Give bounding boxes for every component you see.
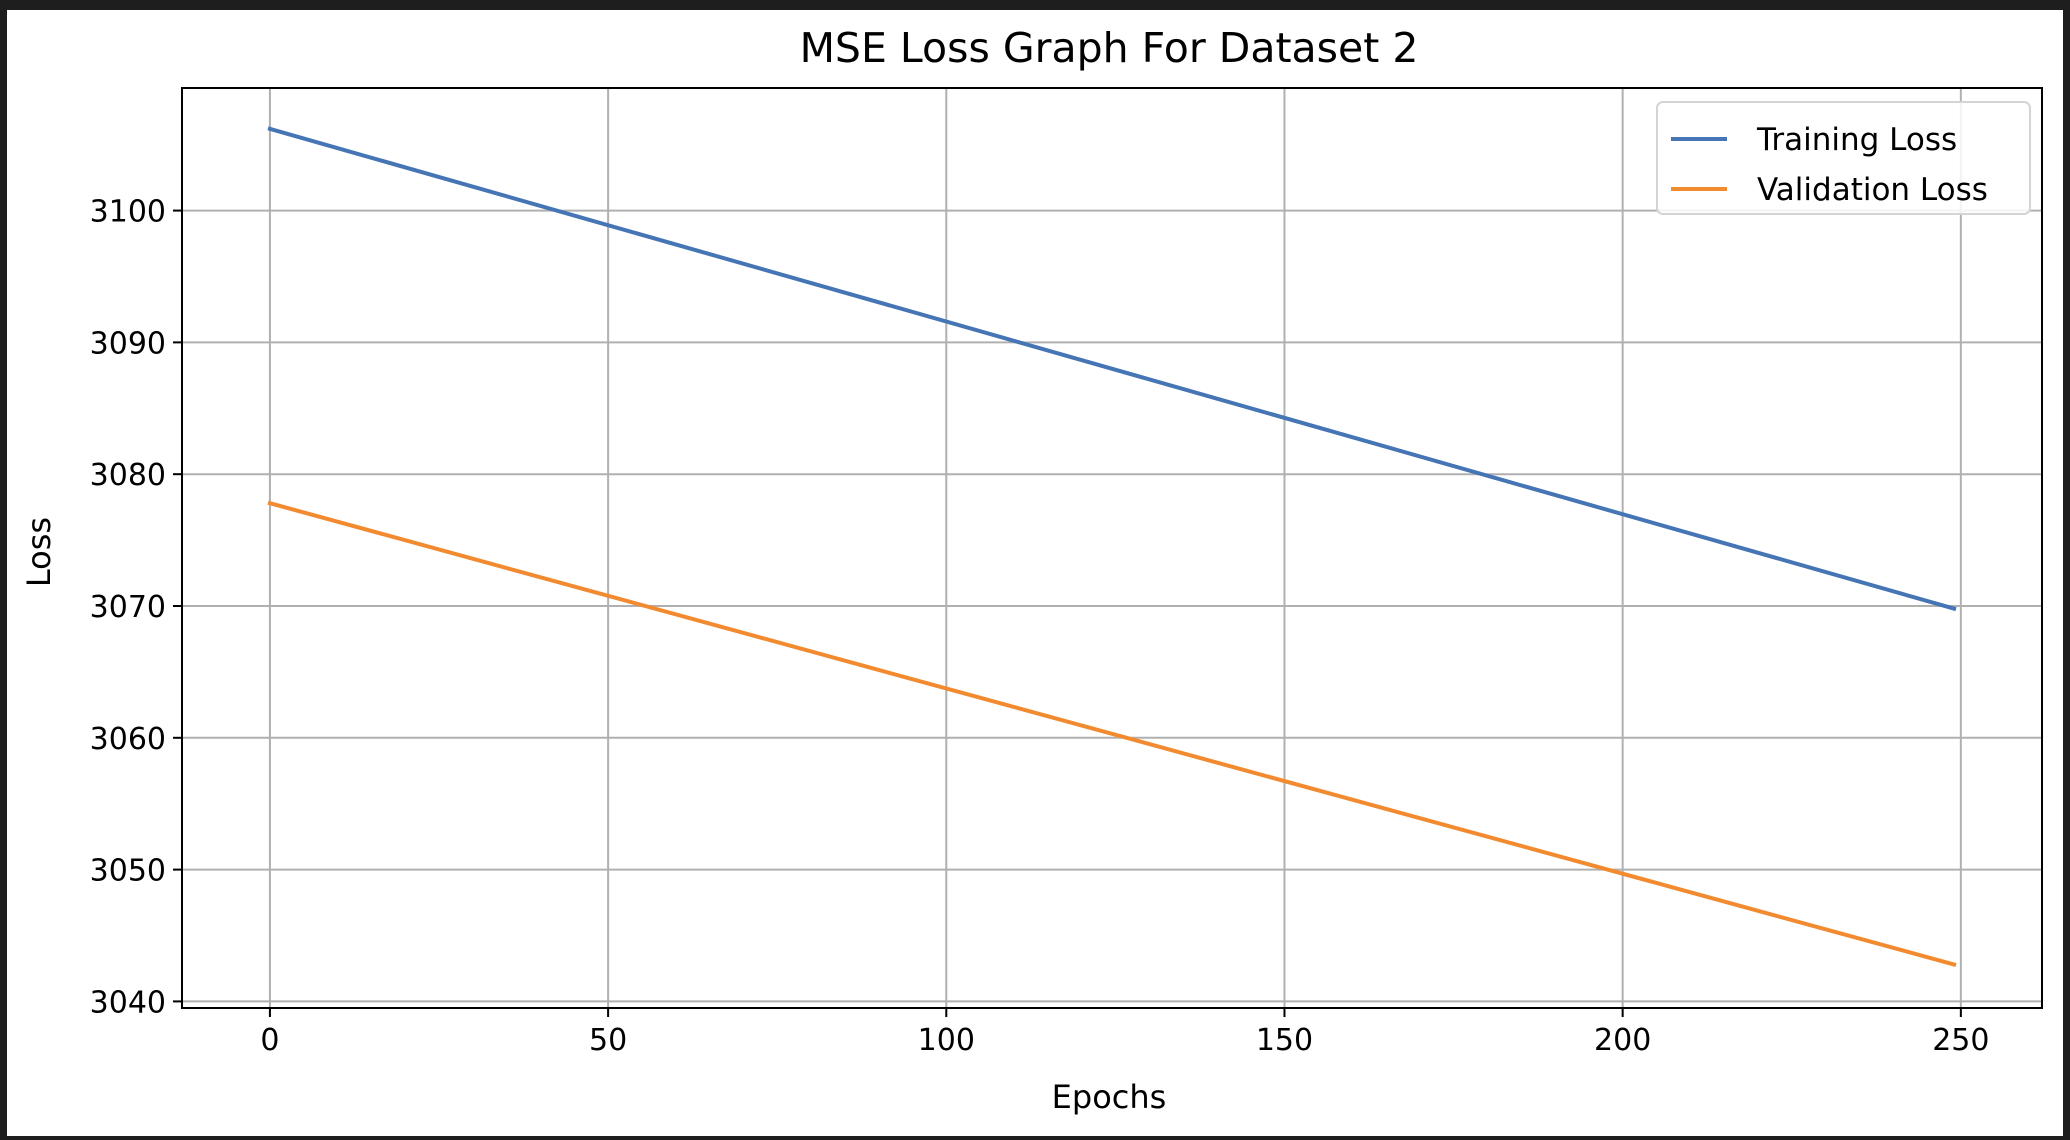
x-tick-label: 0: [260, 1023, 279, 1058]
x-tick-label: 200: [1594, 1023, 1651, 1058]
plot-area-frame: [181, 87, 2043, 1009]
x-tick-label: 100: [918, 1023, 975, 1058]
legend-box: [1656, 101, 2031, 215]
legend-label: Validation Loss: [1757, 172, 1988, 208]
x-tick-label: 50: [589, 1023, 627, 1058]
x-tick-label: 250: [1932, 1023, 1989, 1058]
y-tick-label: 3040: [90, 985, 166, 1020]
grid: [182, 88, 2042, 1008]
y-tick-label: 3090: [90, 326, 166, 361]
y-tick-label: 3070: [90, 590, 166, 625]
chart-canvas: 0 50 100 150 200 250 3040 3050 3060 3070 3080 3090 3…: [7, 10, 2063, 1136]
legend: Training Loss Validation Loss: [1656, 101, 2031, 215]
y-tick-label: 3060: [90, 722, 166, 757]
chart-title: MSE Loss Graph For Dataset 2: [800, 24, 1419, 72]
x-axis-label: Epochs: [1052, 1078, 1167, 1116]
y-tick-label: 3050: [90, 854, 166, 889]
y-tick-label: 3080: [90, 458, 166, 493]
legend-label: Training Loss: [1756, 122, 1957, 158]
x-tick-label: 150: [1256, 1023, 1313, 1058]
y-axis-label: Loss: [20, 517, 58, 587]
loss-chart: 0 50 100 150 200 250 3040 3050 3060 3070 3080 3090 3…: [20, 24, 2043, 1116]
series-line-training-loss: [267, 126, 1957, 612]
series-line-validation-loss: [267, 500, 1957, 967]
y-tick-label: 3100: [90, 195, 166, 230]
axis-ticks: 0 50 100 150 200 250 3040 3050 3060 3070 3080 3090 3…: [90, 195, 1990, 1058]
series-lines: [267, 126, 1957, 967]
